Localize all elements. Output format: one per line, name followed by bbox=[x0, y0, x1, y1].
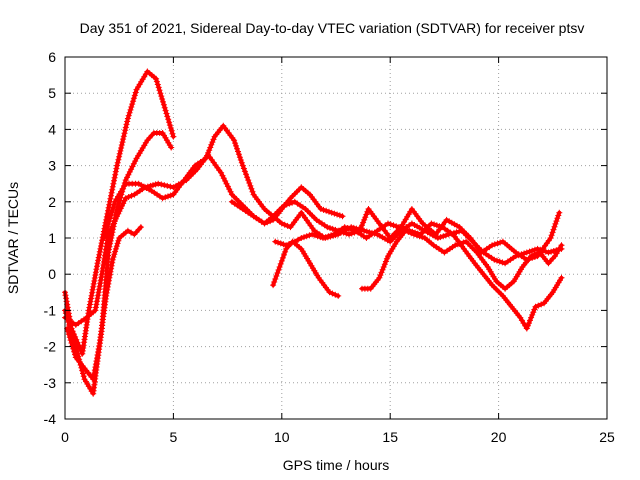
series-track-9 bbox=[64, 224, 144, 383]
x-tick-label: 0 bbox=[61, 429, 69, 445]
x-tick-label: 25 bbox=[599, 429, 615, 445]
x-tick-label: 5 bbox=[170, 429, 178, 445]
y-tick-label: -3 bbox=[44, 375, 57, 391]
x-tick-label: 20 bbox=[491, 429, 507, 445]
x-axis-label: GPS time / hours bbox=[283, 457, 390, 473]
y-tick-labels: -4 -3 -2 -1 0 1 2 3 4 5 6 bbox=[44, 49, 57, 427]
y-tick-label: 3 bbox=[48, 158, 56, 174]
series-track-6 bbox=[272, 220, 565, 332]
series-markers bbox=[270, 238, 342, 299]
y-tick-label: -1 bbox=[44, 302, 57, 318]
series-track-8 bbox=[359, 227, 565, 292]
y-tick-label: 0 bbox=[48, 266, 56, 282]
series-markers bbox=[228, 198, 563, 263]
y-tick-label: 4 bbox=[48, 121, 56, 137]
y-tick-label: 5 bbox=[48, 85, 56, 101]
series-markers bbox=[101, 122, 565, 267]
x-tick-label: 15 bbox=[382, 429, 398, 445]
series-line bbox=[229, 199, 562, 262]
y-tick-label: -4 bbox=[44, 411, 57, 427]
y-tick-label: 6 bbox=[48, 49, 56, 65]
axis-ticks bbox=[64, 56, 608, 420]
y-tick-label: 1 bbox=[48, 230, 56, 246]
x-tick-label: 10 bbox=[274, 429, 290, 445]
chart-title: Day 351 of 2021, Sidereal Day-to-day VTE… bbox=[80, 20, 585, 36]
y-tick-label: -2 bbox=[44, 339, 57, 355]
data-series-layer bbox=[62, 68, 565, 397]
series-track-5 bbox=[228, 198, 563, 263]
y-tick-label: 2 bbox=[48, 194, 56, 210]
series-track-4 bbox=[101, 122, 565, 267]
series-track-7 bbox=[270, 238, 342, 299]
series-markers bbox=[272, 220, 565, 332]
x-tick-labels: 0 5 10 15 20 25 bbox=[61, 429, 615, 445]
series-markers bbox=[64, 224, 144, 383]
y-axis-label: SDTVAR / TECUs bbox=[5, 182, 21, 294]
series-markers bbox=[359, 227, 565, 292]
